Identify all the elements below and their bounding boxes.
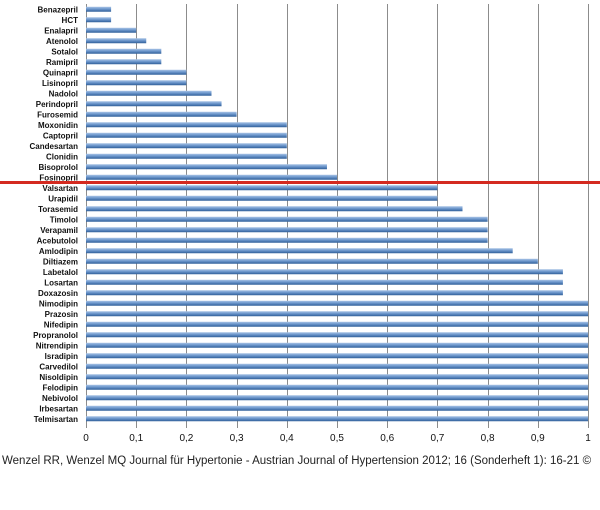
category-label: Propranolol (33, 331, 78, 340)
bar-torasemid (86, 206, 463, 212)
category-label: Candesartan (30, 142, 79, 151)
category-label: Nitrendipin (36, 341, 78, 350)
category-label: Captopril (43, 131, 78, 140)
bar-ramipril (86, 59, 162, 65)
category-label: Felodipin (42, 383, 78, 392)
bar-propranolol (86, 332, 588, 338)
bar-nimodipin (86, 300, 588, 306)
bar-captopril (86, 132, 287, 138)
bar-candesartan (86, 143, 287, 149)
category-label: Isradipin (45, 352, 78, 361)
category-label: Furosemid (37, 110, 78, 119)
bars (86, 6, 588, 422)
bar-nitrendipin (86, 342, 588, 348)
bar-nifedipin (86, 321, 588, 327)
x-tick-label: 0,5 (330, 433, 344, 444)
x-tick-label: 0,8 (481, 433, 495, 444)
bar-doxazosin (86, 290, 563, 296)
category-label: Irbesartan (39, 404, 78, 413)
category-label: Moxonidin (38, 121, 78, 130)
x-tick-label: 0,9 (531, 433, 545, 444)
category-label: Ramipril (46, 58, 78, 67)
x-tick-label: 0,7 (430, 433, 444, 444)
category-label: Carvedilol (39, 362, 78, 371)
bar-atenolol (86, 38, 147, 44)
category-label: Verapamil (40, 226, 78, 235)
category-label: Nimodipin (39, 299, 78, 308)
bar-bisoprolol (86, 164, 327, 170)
x-tick-label: 0,3 (230, 433, 244, 444)
category-label: Lisinopril (42, 79, 78, 88)
bar-carvedilol (86, 363, 588, 369)
category-label: Atenolol (46, 37, 78, 46)
category-label: Clonidin (46, 152, 78, 161)
bar-nadolol (86, 90, 212, 96)
bar-verapamil (86, 227, 488, 233)
source-citation: Wenzel RR, Wenzel MQ Journal für Hyperto… (2, 455, 592, 467)
bar-lisinopril (86, 80, 187, 86)
bar-nebivolol (86, 395, 588, 401)
category-label: Bisoprolol (38, 163, 78, 172)
category-label: Nebivolol (42, 394, 78, 403)
bar-quinapril (86, 69, 187, 75)
x-tick-label: 1 (585, 433, 591, 444)
x-tick-label: 0,6 (380, 433, 394, 444)
category-label: Quinapril (43, 68, 78, 77)
category-label: Sotalol (51, 47, 78, 56)
category-label: Benazepril (38, 5, 78, 14)
bar-acebutolol (86, 237, 488, 243)
bar-benazepril (86, 6, 112, 12)
bar-timolol (86, 216, 488, 222)
bar-hct (86, 17, 112, 23)
category-label: Amlodipin (39, 247, 78, 256)
bar-amlodipin (86, 248, 513, 254)
bar-nisoldipin (86, 374, 588, 380)
category-label: Timolol (50, 215, 78, 224)
category-label: Urapidil (48, 194, 78, 203)
bar-urapidil (86, 195, 438, 201)
x-tick-label: 0,1 (129, 433, 143, 444)
bar-telmisartan (86, 416, 588, 422)
category-label: Labetalol (43, 268, 78, 277)
category-label: Doxazosin (38, 289, 78, 298)
category-label: Acebutolol (37, 236, 78, 245)
bar-perindopril (86, 101, 222, 107)
bar-labetalol (86, 269, 563, 275)
category-label: Telmisartan (34, 415, 78, 424)
category-label: Fosinopril (39, 173, 78, 182)
bar-sotalol (86, 48, 162, 54)
category-label: Prazosin (45, 310, 78, 319)
bar-enalapril (86, 27, 137, 33)
x-tick-label: 0 (83, 433, 89, 444)
bar-furosemid (86, 111, 237, 117)
category-label: Nisoldipin (39, 373, 78, 382)
bar-isradipin (86, 353, 588, 359)
x-axis: 0 0,1 0,2 0,3 0,4 0,5 0,6 0,7 0,8 0,9 1 (83, 433, 591, 444)
x-tick-label: 0,2 (179, 433, 193, 444)
category-label: Nifedipin (44, 320, 78, 329)
bar-fosinopril (86, 174, 337, 180)
category-label: Nadolol (49, 89, 78, 98)
category-label: Enalapril (44, 26, 78, 35)
category-label: HCT (62, 16, 79, 25)
bar-irbesartan (86, 405, 588, 411)
bar-felodipin (86, 384, 588, 390)
category-label: Diltiazem (43, 257, 78, 266)
x-tick-label: 0,4 (280, 433, 294, 444)
category-label: Valsartan (42, 184, 78, 193)
category-label: Torasemid (38, 205, 78, 214)
bar-valsartan (86, 185, 438, 191)
bar-prazosin (86, 311, 588, 317)
category-label: Perindopril (36, 100, 78, 109)
bar-clonidin (86, 153, 287, 159)
bar-losartan (86, 279, 563, 285)
category-label: Losartan (44, 278, 78, 287)
bar-diltiazem (86, 258, 538, 264)
bar-moxonidin (86, 122, 287, 128)
